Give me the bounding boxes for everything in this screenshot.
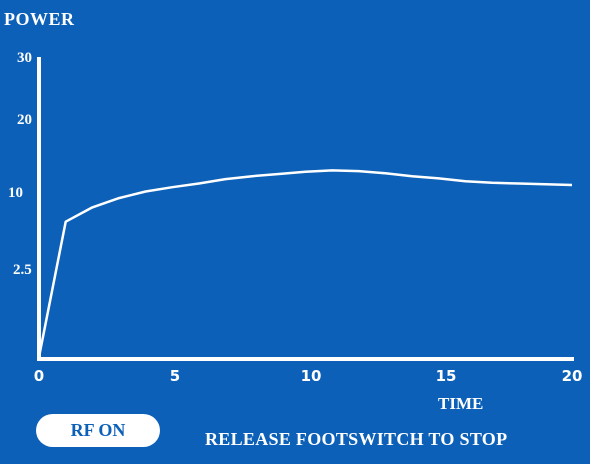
y-tick-label: 30 — [17, 50, 32, 66]
x-tick-label: 20 — [561, 367, 583, 385]
x-axis-title: TIME — [438, 394, 484, 413]
power-series-line — [37, 169, 573, 358]
y-axis-title: POWER — [4, 9, 75, 29]
x-tick-label: 15 — [435, 367, 457, 385]
y-tick-label: 10 — [8, 185, 23, 201]
y-tick-label: 20 — [17, 112, 32, 128]
rf-on-button[interactable]: RF ON — [36, 414, 160, 447]
x-tick-label: 0 — [33, 367, 45, 385]
x-tick-label: 10 — [300, 367, 322, 385]
y-tick-label: 2.5 — [13, 262, 32, 278]
status-message: RELEASE FOOTSWITCH TO STOP — [205, 429, 508, 449]
x-tick-label: 5 — [169, 367, 181, 385]
